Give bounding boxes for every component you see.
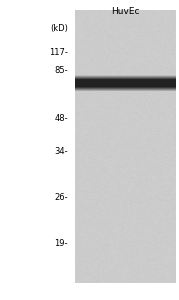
Text: 19-: 19- <box>55 238 68 247</box>
Text: HuvEc: HuvEc <box>111 8 140 16</box>
Text: (kD): (kD) <box>50 24 68 33</box>
Text: 85-: 85- <box>54 66 68 75</box>
Text: 48-: 48- <box>54 114 68 123</box>
Text: 34-: 34- <box>54 147 68 156</box>
Text: 117-: 117- <box>49 48 68 57</box>
Text: 26-: 26- <box>54 194 68 202</box>
